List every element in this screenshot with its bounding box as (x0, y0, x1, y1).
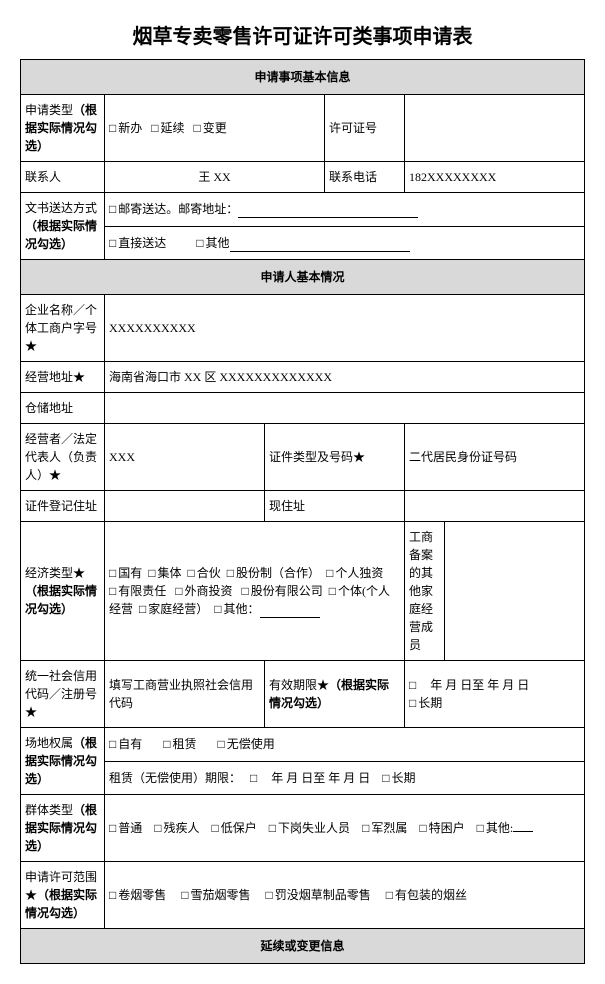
lease-term[interactable]: 租赁（无偿使用）期限： □ 年 月 日至 年 月 日 □长期 (105, 761, 585, 795)
section2-header: 申请人基本情况 (21, 260, 585, 295)
family-member-label: 工商备案的其他家庭经营成员 (405, 522, 445, 661)
valid-period-options[interactable]: □ 年 月 日至 年 月 日 □长期 (405, 661, 585, 728)
econ-type-label: 经济类型★（根据实际情况勾选） (21, 522, 105, 661)
operator-label: 经营者／法定代表人（负责人）★ (21, 424, 105, 491)
phone-value: 182XXXXXXXX (405, 162, 585, 193)
permit-scope-options[interactable]: □卷烟零售 □雪茄烟零售 □罚没烟草制品零售 □有包装的烟丝 (105, 862, 585, 929)
form-table: 申请事项基本信息 申请类型（根据实际情况勾选） □新办 □延续 □变更 许可证号… (20, 59, 585, 964)
valid-period-label: 有效期限★（根据实际情况勾选） (265, 661, 405, 728)
apply-type-options[interactable]: □新办 □延续 □变更 (105, 95, 325, 162)
contact-label: 联系人 (21, 162, 105, 193)
id-type-label: 证件类型及号码★ (265, 424, 405, 491)
credit-code-value: 填写工商营业执照社会信用代码 (105, 661, 265, 728)
biz-address-value: 海南省海口市 XX 区 XXXXXXXXXXXXX (105, 362, 585, 393)
contact-value: 王 XX (105, 162, 325, 193)
current-address-label: 现住址 (265, 491, 405, 522)
company-name-label: 企业名称／个体工商户字号★ (21, 295, 105, 362)
current-address-value[interactable] (405, 491, 585, 522)
reg-address-value[interactable] (105, 491, 265, 522)
delivery-label: 文书送达方式（根据实际情况勾选） (21, 193, 105, 260)
storage-value[interactable] (105, 393, 585, 424)
family-member-value[interactable] (445, 522, 585, 661)
econ-type-options[interactable]: □国有 □集体 □合伙 □股份制（合作） □个人独资 □有限责任 □外商投资 □… (105, 522, 405, 661)
permit-scope-label: 申请许可范围★（根据实际情况勾选） (21, 862, 105, 929)
phone-label: 联系电话 (325, 162, 405, 193)
storage-label: 仓储地址 (21, 393, 105, 424)
group-type-label: 群体类型（根据实际情况勾选） (21, 795, 105, 862)
license-no-value[interactable] (405, 95, 585, 162)
delivery-opt-mail[interactable]: □邮寄送达。邮寄地址： (105, 193, 585, 227)
company-name-value: XXXXXXXXXX (105, 295, 585, 362)
credit-code-label: 统一社会信用代码／注册号★ (21, 661, 105, 728)
id-type-value: 二代居民身份证号码 (405, 424, 585, 491)
biz-address-label: 经营地址★ (21, 362, 105, 393)
operator-value: XXX (105, 424, 265, 491)
page-title: 烟草专卖零售许可证许可类事项申请表 (20, 20, 585, 49)
delivery-opt-direct[interactable]: □直接送达 □其他 (105, 226, 585, 260)
section1-header: 申请事项基本信息 (21, 60, 585, 95)
reg-address-label: 证件登记住址 (21, 491, 105, 522)
license-no-label: 许可证号 (325, 95, 405, 162)
apply-type-label: 申请类型（根据实际情况勾选） (21, 95, 105, 162)
section3-header: 延续或变更信息 (21, 929, 585, 964)
site-ownership-label: 场地权属（根据实际情况勾选） (21, 728, 105, 795)
site-ownership-options[interactable]: □自有 □租赁 □无偿使用 (105, 728, 585, 762)
group-type-options[interactable]: □普通 □残疾人 □低保户 □下岗失业人员 □军烈属 □特困户 □其他: (105, 795, 585, 862)
